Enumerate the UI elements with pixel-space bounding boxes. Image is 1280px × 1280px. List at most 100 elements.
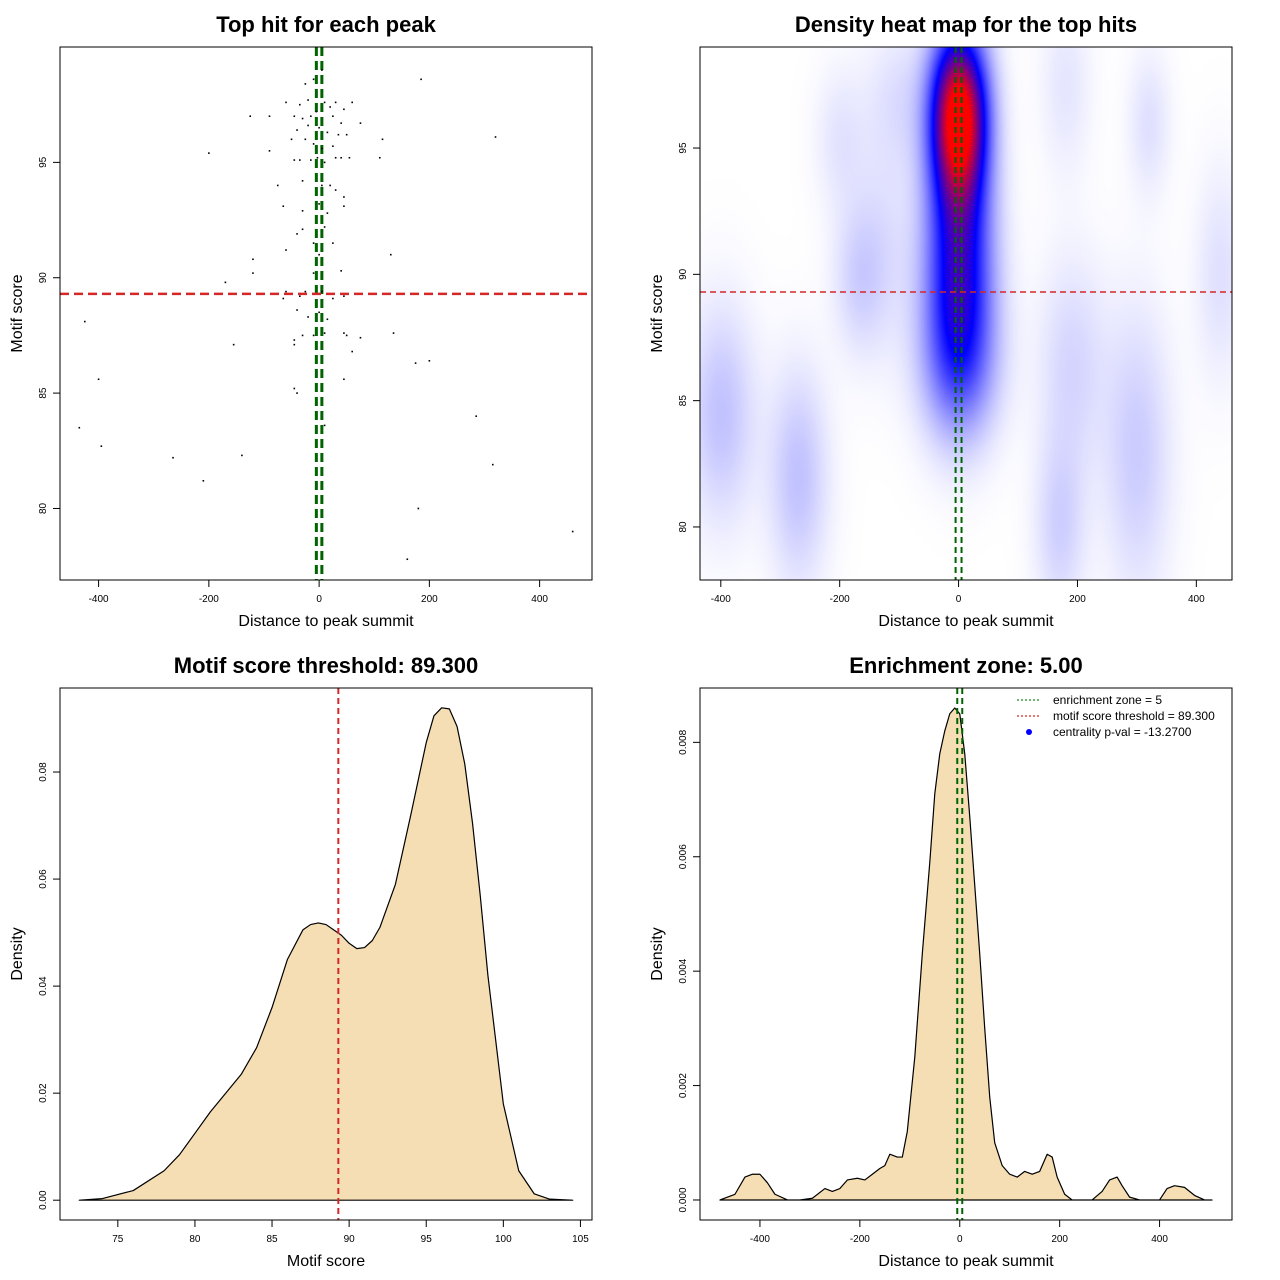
data-point [232, 343, 235, 346]
plot-frame [59, 687, 593, 1221]
x-tick-label: -200 [830, 594, 850, 605]
data-point [334, 189, 337, 191]
data-point [343, 295, 345, 297]
y-tick-label: 0.006 [678, 844, 689, 869]
data-point [475, 415, 478, 417]
plot-title: Density heat map for the top hits [795, 12, 1137, 37]
data-point [340, 156, 342, 159]
data-point [340, 270, 342, 272]
x-tick-label: 400 [531, 594, 548, 605]
data-point [293, 387, 296, 390]
x-axis-title: Distance to peak summit [878, 613, 1054, 630]
data-point [351, 350, 353, 353]
data-point [318, 126, 320, 129]
legend-label: centrality p-val = -13.2700 [1053, 725, 1192, 739]
x-tick-label: 0 [957, 1234, 963, 1245]
y-tick-label: 0.000 [678, 1187, 689, 1212]
data-point [252, 258, 254, 261]
data-point [318, 253, 320, 256]
x-tick-label: 90 [344, 1234, 356, 1245]
data-point [494, 136, 497, 138]
data-point [312, 78, 315, 81]
data-point [285, 249, 287, 251]
data-point [100, 445, 103, 447]
plot-area [719, 688, 1213, 1220]
x-tick-label: 100 [495, 1234, 512, 1245]
data-point [359, 336, 362, 339]
data-point [296, 309, 298, 311]
data-point [420, 78, 422, 81]
x-tick-label: -200 [199, 594, 219, 605]
x-tick-label: 105 [572, 1234, 589, 1245]
data-point [301, 117, 304, 120]
x-axis-title: Distance to peak summit [238, 613, 414, 630]
score-density-panel: 75 80 85 90 95 100 105 0.00 0.02 0.04 0.06 0.08 Moti… [9, 653, 593, 1270]
data-point [290, 138, 293, 141]
y-tick-label: 85 [38, 387, 49, 399]
data-point [417, 507, 420, 510]
data-point [332, 115, 334, 118]
plot-title: Top hit for each peak [216, 12, 436, 37]
data-point [296, 392, 298, 394]
y-tick-label: 80 [678, 521, 689, 533]
plot-frame [699, 687, 1233, 1221]
heatmap-panel: -400 -200 0 200 400 80 85 90 95 Distance to peak … [649, 12, 1233, 630]
x-tick-label: 200 [1051, 1234, 1068, 1245]
data-point [304, 138, 307, 141]
data-point [304, 290, 307, 293]
y-tick-label: 80 [38, 502, 49, 514]
data-point [318, 311, 320, 314]
data-point [307, 316, 309, 318]
data-point [345, 334, 348, 337]
data-point [378, 156, 381, 159]
y-tick-label: 0.008 [678, 729, 689, 754]
data-point [348, 156, 351, 159]
scatter-panel: -400 -200 0 200 400 80 85 90 95 Distance to peak … [9, 12, 593, 630]
x-tick-label: -400 [711, 594, 731, 605]
x-tick-label: -400 [89, 594, 109, 605]
y-axis-title: Motif score [9, 274, 26, 352]
data-point [202, 479, 205, 482]
x-tick-label: 400 [1188, 594, 1205, 605]
data-point [78, 426, 81, 429]
data-point [312, 242, 315, 244]
data-point [318, 203, 320, 205]
data-point [343, 378, 345, 381]
y-tick-label: 0.08 [38, 762, 49, 782]
density-curve [719, 707, 1213, 1201]
data-point [334, 101, 337, 104]
data-point [321, 147, 323, 150]
data-point [249, 115, 251, 118]
x-tick-label: -400 [750, 1234, 770, 1245]
y-tick-label: 90 [38, 272, 49, 284]
data-point [332, 242, 334, 244]
data-point [381, 138, 384, 141]
data-point [345, 133, 348, 136]
data-point [326, 318, 329, 321]
y-tick-label: 0.004 [678, 958, 689, 983]
data-point [337, 133, 340, 136]
y-tick-label: 0.06 [38, 869, 49, 889]
y-axis-title: Density [9, 927, 26, 980]
x-tick-label: 80 [189, 1234, 201, 1245]
y-tick-label: 95 [678, 142, 689, 154]
data-point [343, 108, 345, 111]
legend-label: motif score threshold = 89.300 [1053, 709, 1215, 723]
y-axis-title: Motif score [649, 274, 666, 352]
plot-frame [59, 46, 593, 581]
x-tick-label: 85 [266, 1234, 278, 1245]
data-point [428, 360, 431, 362]
distance-density-panel: -400 -200 0 200 400 0.000 0.002 0.004 0.006 0.008… [649, 653, 1233, 1270]
data-point [172, 456, 174, 459]
data-point [299, 103, 301, 106]
plot-frame [699, 46, 1233, 581]
data-point [285, 290, 287, 293]
data-point [326, 212, 329, 214]
x-axis-title: Motif score [287, 1253, 365, 1270]
data-point [406, 558, 409, 561]
density-heat-image [700, 47, 1232, 580]
data-point [276, 184, 279, 187]
data-point [323, 101, 326, 104]
x-axis-title: Distance to peak summit [878, 1253, 1054, 1270]
data-point [307, 124, 309, 127]
